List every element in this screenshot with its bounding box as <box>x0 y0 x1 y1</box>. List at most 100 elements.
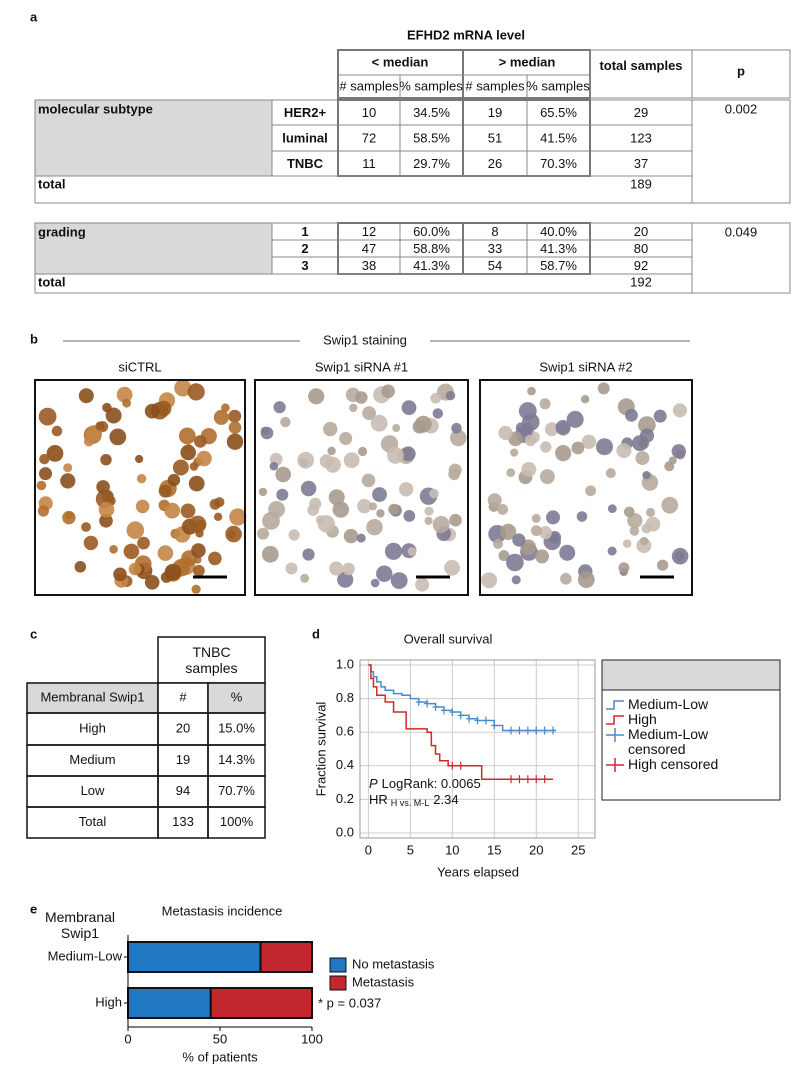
y-axis-title: Membranal Swip1 <box>44 909 116 941</box>
legend-label: High <box>628 711 657 727</box>
cell <box>510 448 519 457</box>
row-label: 2 <box>301 241 308 256</box>
censor-mark <box>491 721 498 730</box>
cell <box>555 420 571 435</box>
cell <box>560 573 572 585</box>
x-tick-label: 10 <box>445 842 459 857</box>
legend-label: Medium-Low <box>628 696 709 712</box>
cell <box>260 426 274 440</box>
legend-swatch <box>329 957 347 973</box>
cell <box>74 561 87 573</box>
censor-mark <box>516 775 523 784</box>
x-tick-label: 15 <box>487 842 501 857</box>
cell <box>39 453 50 465</box>
table-cell: 40.0% <box>540 224 577 239</box>
cell <box>581 434 597 449</box>
y-tick-label: 0.4 <box>336 757 354 772</box>
panel-label: a <box>30 9 38 24</box>
panel-label: e <box>30 901 37 916</box>
cell <box>95 421 105 431</box>
censor-mark <box>474 716 481 725</box>
row-label: HER2+ <box>284 105 327 120</box>
annotation-text: HR <box>369 792 388 807</box>
table-cell: 51 <box>488 130 502 145</box>
group-header: > median <box>499 54 556 69</box>
cell <box>646 507 655 517</box>
cell <box>672 403 688 418</box>
censor-mark <box>550 726 557 735</box>
annotation-italic: P <box>369 776 378 791</box>
cell <box>506 468 516 478</box>
chart-title: Metastasis incidence <box>162 903 283 918</box>
cell-border <box>691 222 791 294</box>
panel-label: d <box>312 626 320 641</box>
cell <box>275 466 292 483</box>
cell <box>83 535 99 551</box>
group-header: < median <box>372 54 429 69</box>
cell <box>540 441 552 453</box>
cell <box>429 488 439 499</box>
cell <box>370 414 388 432</box>
censor-mark <box>440 706 447 715</box>
table-cell: 15.0% <box>218 720 255 735</box>
cell <box>157 545 174 561</box>
cell <box>208 551 222 566</box>
cell <box>213 512 223 521</box>
cell <box>194 435 207 448</box>
x-tick-label: 20 <box>529 842 543 857</box>
cell-border <box>34 273 693 294</box>
cell <box>116 386 133 403</box>
table-cell: 58.7% <box>540 258 577 273</box>
cell <box>539 469 555 485</box>
cell <box>622 539 632 548</box>
annotation: HR H vs. M-L 2.34 <box>369 792 459 808</box>
cell <box>362 406 376 420</box>
cell <box>297 451 315 469</box>
cell <box>269 461 279 471</box>
image-label: Swip1 siRNA #1 <box>315 359 408 374</box>
cell <box>268 501 285 518</box>
micrograph <box>36 379 247 594</box>
cell <box>342 562 355 576</box>
cell <box>100 454 112 466</box>
cell <box>99 514 113 528</box>
cell <box>174 379 192 397</box>
cell <box>493 538 503 549</box>
cell <box>123 543 140 560</box>
table-cell: 29.7% <box>413 156 450 171</box>
column-header: Membranal Swip1 <box>40 689 144 704</box>
cell <box>187 383 205 401</box>
cell-border <box>691 49 791 99</box>
table-cell: 100% <box>220 814 254 829</box>
cell <box>285 562 298 575</box>
cell <box>618 562 630 574</box>
cell <box>640 536 649 546</box>
cell <box>184 444 193 453</box>
censor-mark <box>432 703 439 712</box>
annotation: * p = 0.037 <box>318 995 381 1010</box>
total-header: total samples <box>599 58 683 73</box>
cell <box>424 516 433 525</box>
row-label: TNBC <box>287 156 324 171</box>
cell <box>624 506 635 518</box>
cell <box>144 575 160 590</box>
cell <box>329 561 344 576</box>
cell <box>164 502 181 519</box>
total-value: 192 <box>630 274 652 289</box>
row-label: High <box>79 720 106 735</box>
x-axis-title: Years elapsed <box>437 864 519 879</box>
table-cell: 14.3% <box>218 752 255 767</box>
cell <box>580 395 590 404</box>
cell <box>257 527 270 540</box>
cell <box>328 489 345 506</box>
cell <box>355 391 368 404</box>
cell <box>401 400 417 416</box>
table-cell: 70.3% <box>540 156 577 171</box>
cell <box>228 409 242 423</box>
cell <box>164 563 182 581</box>
cell <box>51 425 63 437</box>
panel-title: Swip1 staining <box>323 332 407 347</box>
y-tick-label: 1.0 <box>336 656 354 671</box>
censor-mark <box>466 714 473 723</box>
legend-label: High censored <box>628 756 719 772</box>
